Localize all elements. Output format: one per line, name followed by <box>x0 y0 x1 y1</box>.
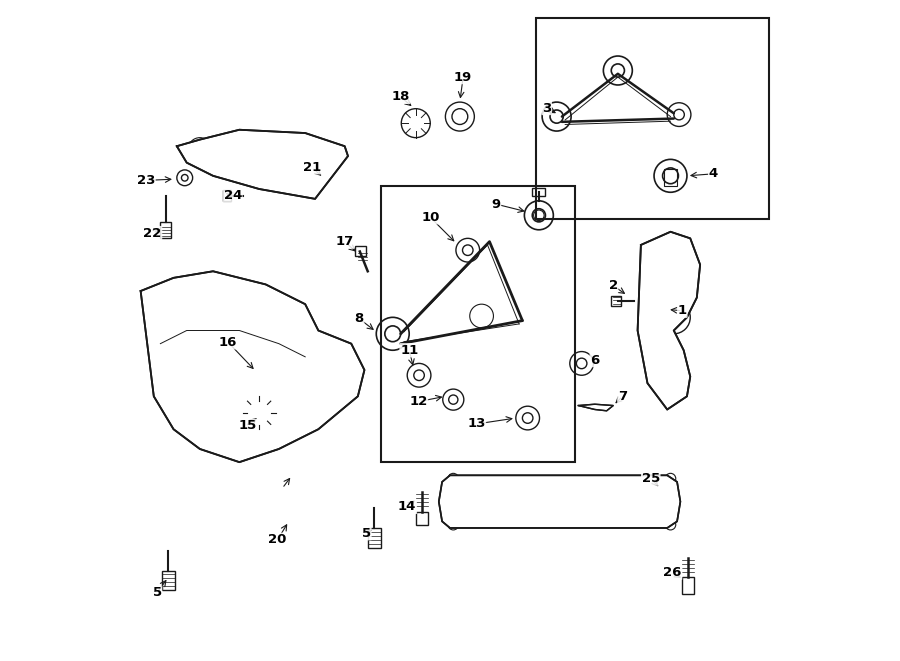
Bar <box>682 577 694 594</box>
Text: 26: 26 <box>663 566 681 579</box>
Bar <box>456 485 664 518</box>
Bar <box>664 169 677 186</box>
Text: 15: 15 <box>238 420 256 432</box>
Text: 17: 17 <box>336 235 354 248</box>
Text: 7: 7 <box>618 390 627 403</box>
Text: 24: 24 <box>223 189 242 202</box>
Text: 22: 22 <box>143 227 162 239</box>
Text: 10: 10 <box>421 211 439 224</box>
Bar <box>611 295 621 306</box>
Text: 14: 14 <box>398 500 417 514</box>
Text: 8: 8 <box>355 312 364 325</box>
Bar <box>536 18 770 219</box>
Text: 23: 23 <box>137 174 155 187</box>
Bar <box>356 247 365 256</box>
Text: 20: 20 <box>268 533 287 546</box>
Bar <box>416 512 428 525</box>
Circle shape <box>534 210 544 221</box>
Text: 11: 11 <box>400 344 418 357</box>
Bar <box>368 528 381 548</box>
Text: 12: 12 <box>410 395 427 408</box>
Bar <box>223 190 230 202</box>
Text: 5: 5 <box>362 527 371 540</box>
Text: 13: 13 <box>467 418 485 430</box>
Text: 18: 18 <box>392 91 410 103</box>
Text: 25: 25 <box>642 472 660 485</box>
Text: 19: 19 <box>454 71 473 83</box>
Text: 2: 2 <box>608 279 617 292</box>
Text: 16: 16 <box>219 336 238 349</box>
Polygon shape <box>176 130 348 199</box>
Text: 6: 6 <box>590 354 599 367</box>
Text: 4: 4 <box>708 167 718 180</box>
Text: 1: 1 <box>678 304 687 317</box>
Bar <box>257 367 274 392</box>
Text: 3: 3 <box>542 102 552 114</box>
Bar <box>381 186 575 462</box>
Polygon shape <box>637 232 700 409</box>
Bar <box>162 570 175 590</box>
Text: 9: 9 <box>491 198 500 211</box>
Bar <box>160 222 171 239</box>
Text: 5: 5 <box>152 586 162 599</box>
Polygon shape <box>439 475 680 528</box>
Polygon shape <box>579 405 613 410</box>
Text: 21: 21 <box>302 161 321 174</box>
Bar <box>532 188 545 196</box>
Polygon shape <box>140 271 364 462</box>
